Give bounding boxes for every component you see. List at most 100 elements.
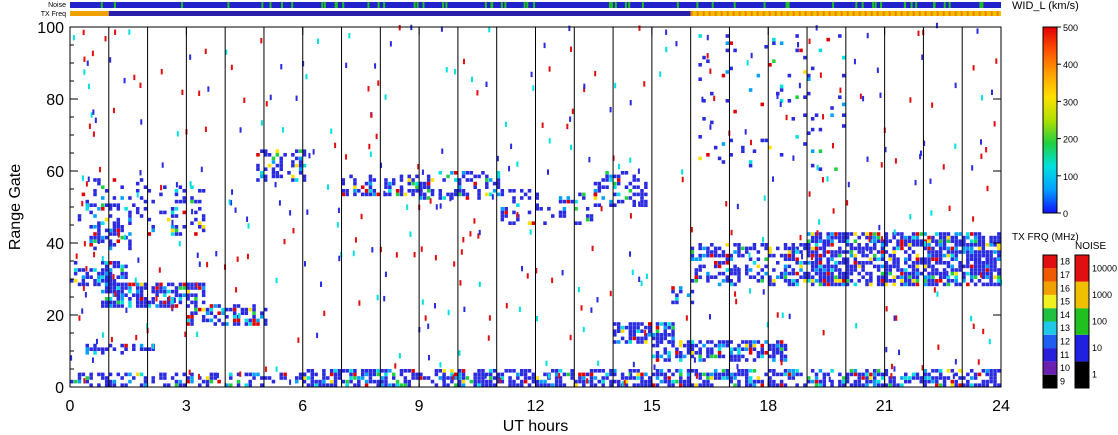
echo-cell — [485, 383, 489, 387]
echo-cell — [116, 225, 121, 229]
noise-bar-mark — [422, 2, 425, 8]
noise-dot — [923, 241, 926, 247]
echo-cell — [294, 156, 299, 161]
echo-cell — [803, 383, 807, 387]
echo-cell — [896, 232, 900, 236]
echo-cell — [496, 376, 501, 380]
echo-cell — [384, 376, 388, 380]
noise-dot — [832, 208, 835, 214]
echo-cell — [97, 372, 101, 377]
txfreq-bar-mark — [846, 11, 849, 16]
echo-cell — [267, 153, 272, 157]
noise-dot — [160, 184, 163, 191]
echo-cell — [147, 300, 152, 305]
echo-cell — [89, 203, 93, 207]
noise-dot — [82, 29, 85, 36]
echo-cell — [252, 307, 256, 312]
echo-cell — [698, 275, 702, 279]
echo-cell — [446, 376, 450, 380]
echo-cell — [690, 354, 695, 359]
echo-cell — [198, 282, 202, 287]
echo-cell — [760, 383, 764, 387]
echo-cell — [624, 383, 629, 387]
echo-cell — [163, 372, 167, 377]
noise-dot — [548, 138, 551, 144]
echo-cell — [946, 279, 951, 283]
echo-cell — [849, 271, 854, 276]
echo-cell — [77, 376, 82, 380]
echo-cell — [97, 181, 101, 186]
echo-cell — [357, 189, 361, 193]
echo-cell — [822, 376, 827, 380]
echo-cell — [322, 369, 326, 373]
noise-dot — [521, 265, 524, 272]
echo-cell — [818, 239, 823, 243]
echo-cell — [853, 372, 858, 377]
echo-cell — [923, 246, 927, 251]
echo-cell — [500, 192, 505, 197]
echo-cell — [783, 264, 788, 269]
noise-bar-mark — [933, 2, 936, 8]
echo-cell — [147, 232, 152, 236]
echo-cell — [120, 351, 124, 355]
noise-dot — [383, 295, 386, 302]
echo-cell — [904, 261, 908, 265]
echo-cell — [849, 246, 854, 251]
noise-dot — [384, 271, 387, 278]
txfreq-colorbar-label: 16 — [1060, 283, 1070, 293]
echo-cell — [966, 235, 970, 240]
echo-cell — [314, 379, 318, 384]
echo-cell — [733, 282, 737, 287]
echo-cell — [492, 369, 497, 373]
echo-cell — [783, 354, 788, 359]
echo-cell — [737, 369, 741, 373]
echo-cell — [892, 235, 896, 240]
echo-cell — [376, 369, 380, 373]
echo-cell — [116, 207, 121, 211]
echo-cell — [841, 113, 846, 117]
echo-cell — [741, 149, 745, 153]
echo-cell — [198, 383, 202, 387]
txfreq-bar-mark — [828, 11, 831, 16]
echo-cell — [997, 253, 1001, 258]
echo-cell — [686, 369, 691, 373]
echo-cell — [252, 372, 256, 377]
echo-cell — [174, 304, 179, 308]
echo-cell — [135, 286, 140, 290]
width-colorbar-label: 500 — [1063, 23, 1078, 33]
noise-dot — [665, 29, 668, 35]
echo-cell — [663, 329, 668, 333]
echo-cell — [923, 257, 927, 261]
echo-cell — [360, 185, 365, 189]
txfreq-bar-mark — [948, 11, 951, 16]
echo-cell — [969, 275, 974, 279]
echo-cell — [776, 340, 780, 344]
echo-cell — [977, 261, 982, 265]
noise-dot — [859, 93, 862, 100]
echo-cell — [209, 307, 214, 312]
echo-cell — [950, 279, 955, 283]
echo-cell — [927, 261, 931, 265]
noise-dot — [398, 353, 401, 359]
echo-cell — [473, 383, 477, 387]
echo-cell — [163, 185, 167, 189]
txfreq-bar-mark — [918, 11, 921, 16]
echo-cell — [609, 199, 613, 204]
noise-dot — [799, 234, 802, 241]
echo-cell — [190, 221, 194, 225]
echo-cell — [748, 383, 753, 387]
noise-dot — [352, 250, 355, 257]
echo-cell — [838, 383, 842, 387]
echo-cell — [865, 253, 869, 258]
echo-cell — [779, 351, 784, 355]
noise-dot — [532, 85, 535, 91]
echo-cell — [950, 235, 955, 240]
echo-cell — [128, 239, 132, 243]
noise-dot — [278, 200, 281, 206]
echo-cell — [403, 192, 408, 197]
echo-cell — [822, 271, 827, 276]
echo-cell — [710, 250, 714, 254]
echo-cell — [861, 264, 865, 269]
noise-dot — [923, 140, 926, 147]
noise-dot — [97, 238, 100, 245]
